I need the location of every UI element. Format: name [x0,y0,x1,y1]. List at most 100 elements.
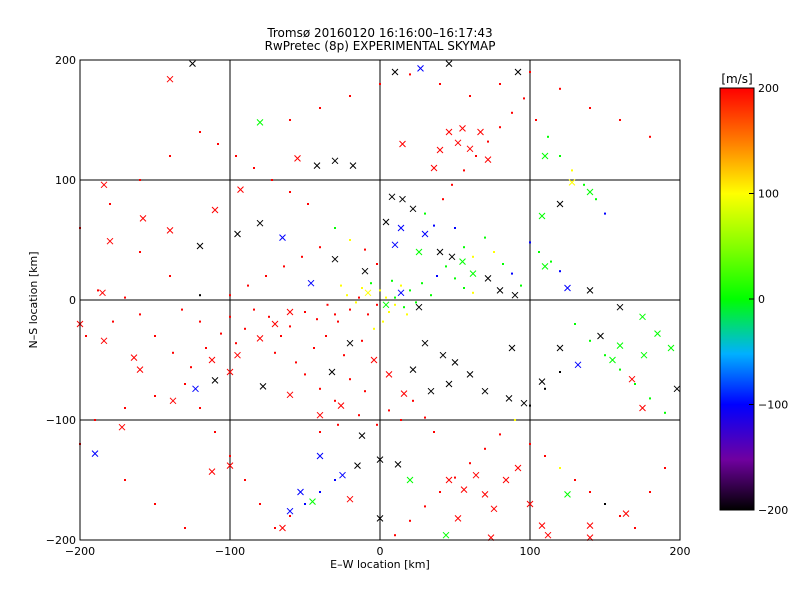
dot-marker [511,272,513,275]
dot-marker [94,419,96,421]
cross-marker [166,75,174,83]
dot-marker [502,263,504,265]
dot-marker [235,155,237,157]
dot-marker [589,491,591,493]
colorbar-tick-label: 100 [758,188,779,201]
cross-marker [673,385,681,393]
dot-marker [385,296,387,299]
cross-marker [586,188,594,196]
dot-marker [181,308,183,311]
dot-marker [514,419,516,421]
cross-marker [136,366,144,373]
cross-marker [442,531,450,539]
dot-marker [439,83,441,85]
dot-marker [484,236,486,239]
y-axis-ticks: −200 −100 0 100 200 [46,54,76,547]
dot-marker [400,284,402,287]
cross-marker [640,351,648,359]
dot-marker [199,294,201,297]
cross-marker [538,522,546,529]
dot-marker [391,279,393,282]
cross-marker [376,456,384,463]
cross-marker [460,486,468,493]
dot-marker [529,71,531,73]
cross-marker [226,368,234,376]
dot-marker [334,399,336,402]
cross-marker [406,476,414,484]
dot-marker [403,306,405,309]
dot-marker [304,373,306,376]
cross-marker [445,128,453,136]
dot-marker [379,83,381,85]
dot-marker [370,282,372,285]
dot-marker [244,479,246,481]
dot-marker [124,479,126,481]
cross-marker [307,279,315,287]
cross-marker [454,515,462,522]
dot-marker [409,73,411,76]
dot-marker [361,339,363,342]
cross-marker [309,498,316,505]
cross-marker [294,155,301,162]
dot-marker [382,320,384,323]
x-tick-label: −100 [215,545,245,558]
dot-marker [220,332,222,335]
chart-subtitle: RwPretec (8p) EXPERIMENTAL SKYMAP [265,39,496,53]
cross-marker [466,371,474,378]
cross-marker [538,378,546,385]
cross-marker [297,488,304,496]
cross-marker [490,505,498,513]
cross-marker [481,387,489,395]
cross-marker [271,320,279,328]
cross-marker [234,230,241,238]
cross-marker [286,308,294,316]
cross-marker [628,375,636,383]
y-tick-label: 200 [55,54,76,67]
dot-marker [394,296,396,299]
dot-marker [472,291,474,294]
dot-marker [649,491,651,493]
cross-marker [448,253,456,261]
dot-marker [424,416,426,419]
cross-marker [469,270,477,277]
cross-marker [541,263,549,270]
dot-marker [589,107,591,109]
cross-marker [382,301,390,309]
dot-marker [289,515,291,517]
dot-marker [529,404,531,407]
dot-marker [289,191,291,193]
y-tick-label: −200 [46,534,76,547]
cross-marker [331,157,339,165]
dot-marker [337,423,339,426]
cross-marker [316,452,324,460]
dot-marker [184,527,186,529]
cross-marker [256,219,264,227]
dot-marker [364,248,366,251]
cross-marker [399,140,406,148]
dot-marker [229,455,231,457]
dot-marker [583,183,585,186]
dot-marker [326,303,329,306]
dot-marker [619,119,621,121]
dot-marker [451,183,453,186]
cross-marker [436,146,444,154]
dot-marker [472,255,474,258]
x-tick-label: 0 [377,545,384,558]
cross-marker [514,464,522,472]
dot-marker [529,443,531,445]
dot-marker [229,294,231,297]
dot-marker [520,284,522,287]
dot-marker [271,179,273,181]
cross-marker [189,60,196,67]
dot-marker [199,407,201,409]
dot-marker [454,227,456,229]
dot-marker [139,179,141,181]
dot-marker [334,479,336,481]
cross-marker [538,212,546,220]
cross-marker [397,224,405,232]
cross-marker [259,383,267,390]
dot-marker [319,491,321,493]
cross-marker [208,468,216,475]
dot-marker [511,111,513,114]
